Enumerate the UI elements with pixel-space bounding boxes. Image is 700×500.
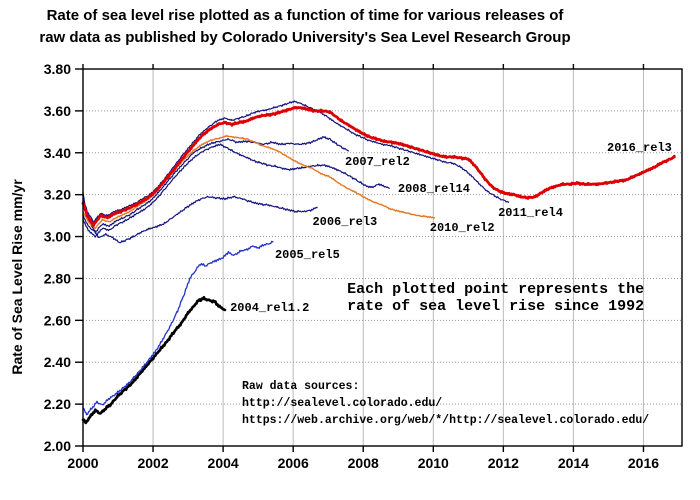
x-tick-label-2014: 2014 — [558, 455, 589, 471]
series-label-2005_rel5: 2005_rel5 — [275, 248, 340, 262]
y-tick-label-3.20: 3.20 — [44, 187, 71, 203]
annotation-note-line1: Each plotted point represents the — [347, 281, 644, 298]
y-tick-label-2.20: 2.20 — [44, 396, 71, 412]
annotation-sources: Raw data sources: http://sealevel.colorad… — [242, 380, 649, 427]
series-2006_rel3 — [82, 191, 318, 244]
y-axis-title: Rate of Sea Level Rise mm/yr — [9, 179, 25, 375]
chart-title-line1: Rate of sea level rise plotted as a func… — [46, 7, 564, 24]
plot-border — [82, 68, 683, 447]
y-tick-label-2.60: 2.60 — [44, 312, 71, 328]
series-2008_rel14 — [82, 143, 390, 238]
x-tick-label-2008: 2008 — [348, 455, 379, 471]
series-label-2006_rel3: 2006_rel3 — [312, 215, 377, 229]
chart-title: Rate of sea level rise plotted as a func… — [0, 5, 610, 49]
x-tick-label-2002: 2002 — [137, 455, 168, 471]
y-tick-label-3.40: 3.40 — [44, 145, 71, 161]
series-label-2016_rel3: 2016_rel3 — [607, 141, 672, 155]
series-2004_rel1.2 — [81, 295, 227, 425]
x-tick-label-2004: 2004 — [208, 455, 239, 471]
x-tick-label-2012: 2012 — [488, 455, 519, 471]
y-tick-label-3.00: 3.00 — [44, 229, 71, 245]
annotation-sources-line3: https://web.archive.org/web/*/http://sea… — [242, 414, 649, 427]
series-label-2008_rel14: 2008_rel14 — [398, 182, 470, 196]
x-tick-label-2016: 2016 — [628, 455, 659, 471]
y-tick-label-3.60: 3.60 — [44, 103, 71, 119]
series-label-2007_rel2: 2007_rel2 — [345, 155, 410, 169]
gridlines — [83, 69, 682, 446]
x-tick-label-2010: 2010 — [418, 455, 449, 471]
x-tick-label-2000: 2000 — [67, 455, 98, 471]
x-tick-label-2006: 2006 — [278, 455, 309, 471]
axis-ticks: 2000 2002 2004 2006 2008 2010 2012 2014 2016 2.00… — [44, 61, 659, 471]
y-tick-label-2.40: 2.40 — [44, 354, 71, 370]
series-label-2011_rel4: 2011_rel4 — [498, 206, 563, 220]
series-label-2004_rel1.2: 2004_rel1.2 — [230, 301, 309, 315]
y-tick-label-2.80: 2.80 — [44, 270, 71, 286]
annotation-sources-line2: http://sealevel.colorado.edu/ — [242, 397, 442, 410]
annotation-note-line2: rate of sea level rise since 1992 — [347, 298, 644, 315]
y-tick-label-2.00: 2.00 — [44, 438, 71, 454]
chart-title-line2: raw data as published by Colorado Univer… — [39, 29, 571, 46]
annotation-sources-line1: Raw data sources: — [242, 380, 359, 393]
series-2005_rel5 — [82, 240, 274, 416]
y-tick-label-3.80: 3.80 — [44, 61, 71, 77]
series-2016_rel3 — [81, 106, 676, 227]
series-2010_rel2 — [82, 134, 435, 230]
series-label-2010_rel2: 2010_rel2 — [430, 221, 495, 235]
series-2007_rel2 — [82, 136, 350, 234]
